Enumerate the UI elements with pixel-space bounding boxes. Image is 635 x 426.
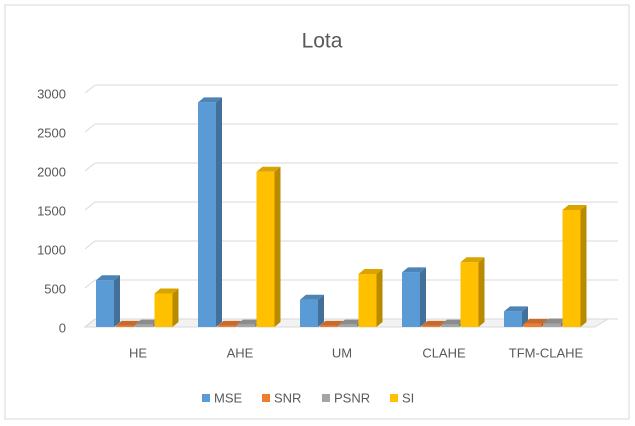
bar-top [319, 320, 344, 326]
x-tick-label: HE [129, 345, 147, 360]
bar-side [274, 166, 281, 327]
bar-top [402, 267, 426, 273]
bar-top [217, 320, 242, 326]
bar [402, 272, 420, 327]
bar-side [420, 267, 426, 327]
y-tick-label: 1500 [37, 203, 66, 218]
bar [256, 171, 275, 327]
bar-top [523, 318, 548, 324]
grid-line-side [84, 240, 96, 250]
legend-label: MSE [214, 390, 243, 405]
legend-label: SI [402, 390, 414, 405]
legend-swatch [322, 394, 330, 402]
y-tick-label: 2000 [37, 164, 66, 179]
bar-group [562, 205, 587, 327]
bar-top [96, 275, 120, 281]
bar-top [135, 319, 159, 325]
chart-title: Lota [302, 30, 343, 53]
bar-group [96, 275, 120, 327]
bar-group [256, 166, 281, 327]
bar-top [543, 318, 567, 324]
bar-top [237, 319, 261, 325]
bar [421, 325, 440, 327]
y-tick-label: 1000 [37, 242, 66, 257]
bar [504, 311, 522, 327]
bar-top [339, 319, 363, 325]
bar-top [504, 306, 528, 312]
grid-line-side [84, 318, 96, 328]
bar-top [300, 294, 324, 300]
bar [300, 299, 318, 327]
bar [319, 325, 338, 327]
grid-line-side [84, 162, 96, 172]
bar-side [216, 97, 222, 327]
bar-group [154, 288, 179, 327]
bar [339, 324, 357, 327]
bar-top [198, 97, 222, 103]
x-tick-label: UM [332, 345, 352, 360]
grid-line-side [84, 279, 96, 289]
chart-frame [4, 4, 630, 420]
bar [358, 273, 377, 327]
bar [96, 280, 114, 327]
y-tick-label: 500 [44, 281, 66, 296]
bar-top [256, 166, 281, 172]
bar-top [421, 320, 446, 326]
bar [217, 325, 236, 327]
bar-top [358, 268, 383, 274]
bar-side [114, 275, 120, 327]
bar-top [115, 320, 140, 326]
y-tick-label: 2500 [37, 125, 66, 140]
x-tick-label: AHE [227, 345, 254, 360]
bar [115, 325, 134, 327]
bar-side [580, 205, 587, 327]
y-tick-label: 0 [59, 320, 66, 335]
bar-group [460, 257, 485, 327]
x-tick-label: CLAHE [422, 345, 466, 360]
legend-swatch [390, 394, 398, 402]
grid-line-side [84, 84, 96, 94]
bar-side [172, 288, 179, 327]
grid-line-side [84, 123, 96, 133]
bar-side [478, 257, 485, 327]
legend-label: PSNR [334, 390, 370, 405]
bar-group [402, 267, 426, 327]
grid-line-side [84, 201, 96, 211]
bar [460, 262, 479, 327]
legend-swatch [202, 394, 210, 402]
bar-side [376, 268, 383, 327]
bar [198, 102, 216, 327]
bar [135, 324, 153, 327]
bar-group [358, 268, 383, 327]
bar-top [460, 257, 485, 263]
bar [523, 323, 542, 327]
legend-label: SNR [274, 390, 301, 405]
bar-top [562, 205, 587, 210]
x-tick-label: TFM-CLAHE [509, 345, 584, 360]
bar [237, 324, 255, 327]
legend-swatch [262, 394, 270, 402]
bar-top [441, 319, 465, 325]
bar-top [154, 288, 179, 294]
bar [154, 293, 173, 327]
bar-side [318, 294, 324, 327]
bar [543, 323, 561, 327]
y-tick-label: 3000 [37, 86, 66, 101]
bar-group [300, 294, 324, 327]
bar-group [198, 97, 222, 327]
bar [562, 210, 581, 327]
bar [441, 324, 459, 327]
